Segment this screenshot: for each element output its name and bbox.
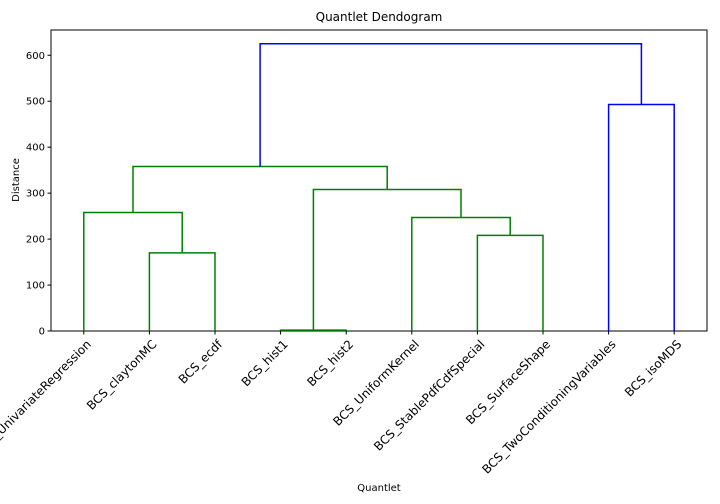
y-tick-label: 500 [26,97,45,108]
x-tick-label: BCS_claytonMC [84,337,160,413]
dendrogram-link [148,252,216,331]
y-tick-label: 600 [26,51,45,62]
dendrogram-link [259,43,643,167]
dendrogram-link [476,234,544,331]
y-tick-label: 100 [26,281,45,292]
dendrogram-link [411,216,511,331]
dendrogram-link [607,103,675,331]
chart-title: Quantlet Dendogram [316,10,443,24]
x-tick-label: BCS_TwoConditioningVariables [479,337,618,476]
x-tick-label: BCS_isoMDS [622,337,684,399]
y-tick-label: 400 [26,143,45,154]
y-tick-label: 200 [26,235,45,246]
plot-frame [50,29,708,332]
y-tick-label: 0 [39,327,45,338]
x-tick-label: BCS_hist1 [239,337,291,389]
x-tick-label: BCS_hist2 [304,337,356,389]
dendrogram-link [132,165,388,213]
y-tick-label: 300 [26,189,45,200]
x-tick-label: BCS_StablePdfCdfSpecial [371,337,487,453]
dendrogram-links [83,43,675,331]
dendrogram-link [83,211,183,331]
dendrogram-link [279,329,347,331]
dendrogram-link [312,188,462,331]
x-tick-label: BCS_UnivariateRegression [0,337,94,458]
x-axis-label: Quantlet [357,483,401,494]
y-axis-ticks: 0 100 200 300 400 500 600 [26,51,51,338]
x-tick-label: BCS_ecdf [176,337,226,387]
y-axis-label: Distance [11,158,22,202]
